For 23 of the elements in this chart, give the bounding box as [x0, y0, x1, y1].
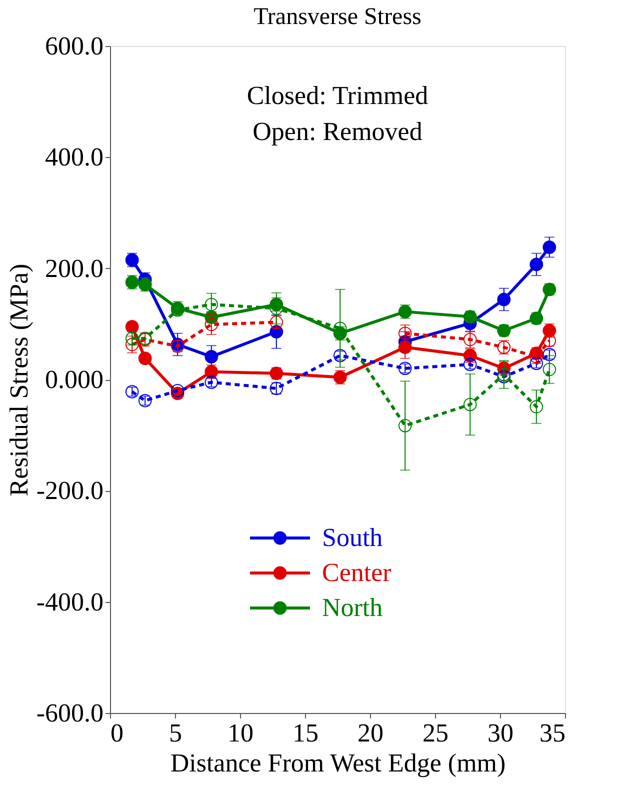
- y-tick-label: -400.0: [36, 587, 104, 616]
- y-tick-label: 600.0: [45, 32, 104, 60]
- x-tick-label: 15: [292, 718, 318, 748]
- x-tick-label: 25: [422, 718, 448, 748]
- y-tick-label: 200.0: [45, 254, 104, 283]
- y-tick-label: 0.000: [45, 365, 104, 394]
- annotation: Closed: Trimmed: [246, 81, 428, 110]
- x-tick-label: 30: [488, 718, 514, 748]
- x-tick-label: 5: [169, 718, 182, 748]
- x-tick-label: 20: [358, 718, 384, 748]
- x-axis-title: Distance From West Edge (mm): [170, 748, 506, 778]
- legend-label: North: [322, 593, 383, 622]
- annotation: Open: Removed: [252, 117, 422, 146]
- y-tick-label: 400.0: [45, 142, 104, 172]
- chart-title: Transverse Stress: [254, 4, 422, 30]
- x-tick-label: 0: [110, 718, 124, 748]
- x-tick-label: 35: [540, 718, 566, 748]
- y-tick-label: -200.0: [36, 476, 104, 506]
- legend-label: Center: [322, 558, 392, 587]
- legend-label: South: [322, 523, 383, 552]
- y-tick-label: -600.0: [36, 698, 104, 728]
- x-tick-label: 10: [228, 718, 254, 748]
- y-axis-title: Residual Stress (MPa): [4, 264, 34, 496]
